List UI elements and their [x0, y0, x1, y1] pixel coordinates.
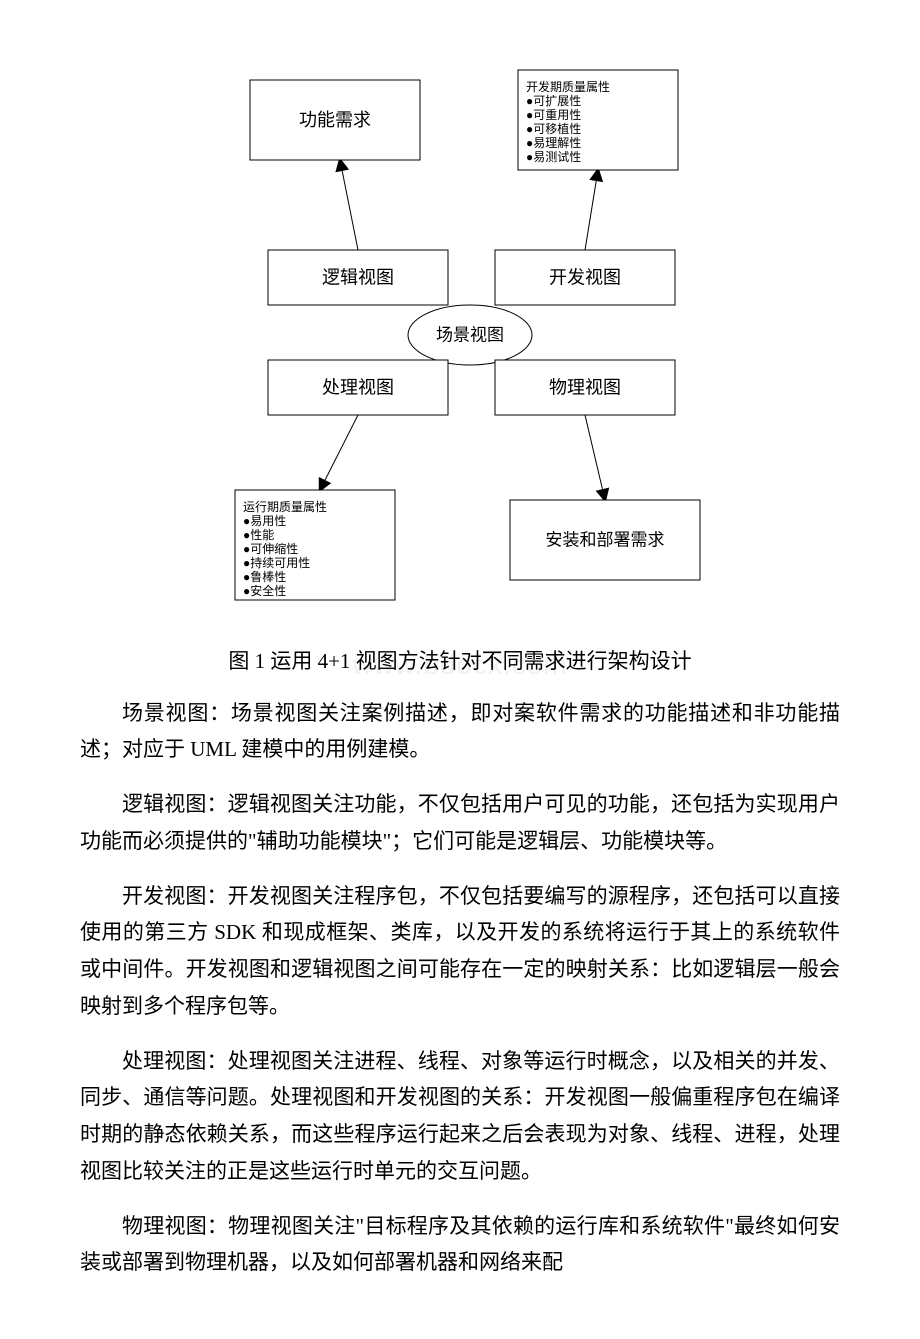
svg-text:场景视图: 场景视图	[436, 326, 504, 345]
diagram-svg: 功能需求 开发期质量属性●可扩展性●可重用性●可移植性●易理解性●易测试性逻辑视图…	[190, 60, 730, 620]
svg-text:功能需求: 功能需求	[299, 110, 371, 130]
svg-text:●易用性: ●易用性	[243, 514, 286, 528]
figure-caption: 图 1 运用 4+1 视图方法针对不同需求进行架构设计	[80, 645, 840, 679]
svg-text:运行期质量属性: 运行期质量属性	[243, 500, 327, 514]
svg-text:●易理解性: ●易理解性	[526, 136, 581, 150]
svg-text:●可移植性: ●可移植性	[526, 121, 581, 136]
paragraph-logic: 逻辑视图：逻辑视图关注功能，不仅包括用户可见的功能，还包括为实现用户功能而必须提…	[80, 786, 840, 860]
svg-text:处理视图: 处理视图	[322, 378, 394, 398]
paragraph-scene: 场景视图：场景视图关注案例描述，即对案软件需求的功能描述和非功能描述；对应于 U…	[80, 695, 840, 769]
svg-text:●可重用性: ●可重用性	[526, 108, 581, 122]
svg-text:●易测试性: ●易测试性	[526, 149, 581, 164]
paragraph-dev: 开发视图：开发视图关注程序包，不仅包括要编写的源程序，还包括可以直接使用的第三方…	[80, 878, 840, 1025]
svg-text:逻辑视图: 逻辑视图	[322, 268, 394, 288]
svg-text:●可扩展性: ●可扩展性	[526, 94, 581, 108]
paragraph-physical: 物理视图：物理视图关注"目标程序及其依赖的运行库和系统软件"最终如何安装或部署到…	[80, 1208, 840, 1282]
svg-text:开发视图: 开发视图	[549, 268, 621, 288]
svg-text:●性能: ●性能	[243, 528, 274, 542]
architecture-diagram: 功能需求 开发期质量属性●可扩展性●可重用性●可移植性●易理解性●易测试性逻辑视图…	[190, 60, 730, 625]
svg-text:开发期质量属性: 开发期质量属性	[526, 79, 610, 94]
svg-text:●鲁棒性: ●鲁棒性	[243, 570, 286, 584]
paragraph-process: 处理视图：处理视图关注进程、线程、对象等运行时概念，以及相关的并发、同步、通信等…	[80, 1043, 840, 1190]
svg-text:●可伸缩性: ●可伸缩性	[243, 541, 298, 556]
svg-text:●安全性: ●安全性	[243, 583, 286, 598]
svg-text:物理视图: 物理视图	[549, 378, 621, 398]
svg-text:安装和部署需求: 安装和部署需求	[546, 531, 665, 550]
svg-text:●持续可用性: ●持续可用性	[243, 555, 310, 570]
